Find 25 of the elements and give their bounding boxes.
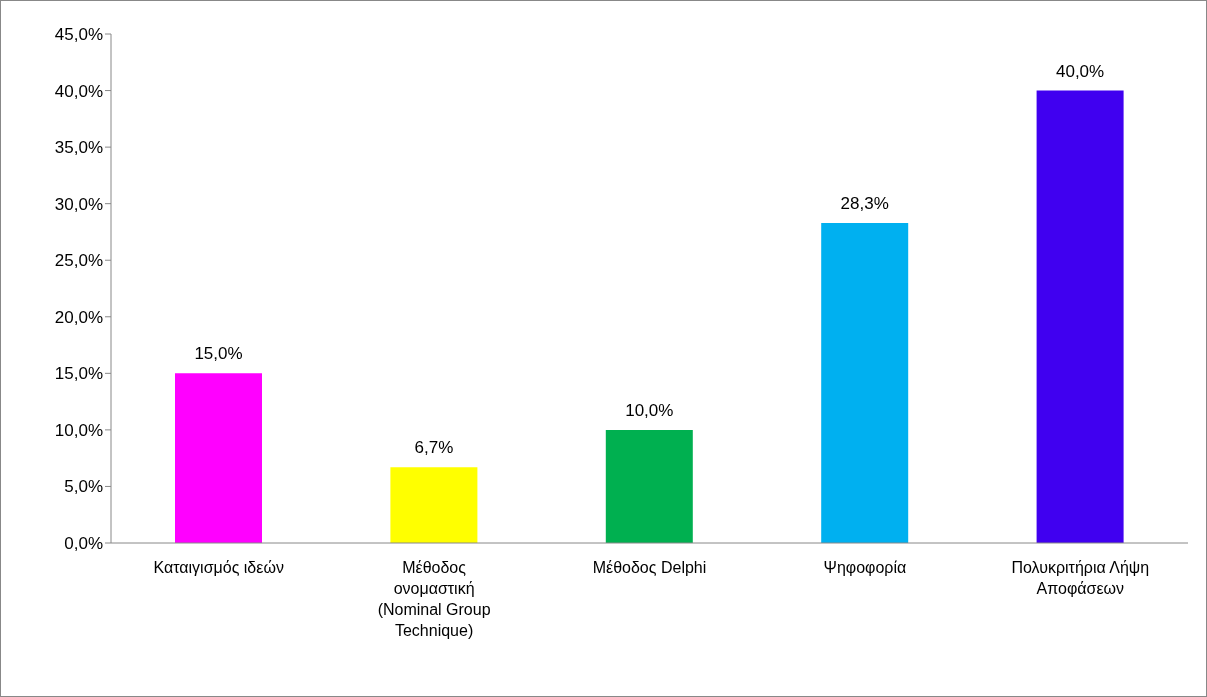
y-tick-label: 25,0% (54, 251, 103, 271)
y-tick-label: 35,0% (54, 138, 103, 158)
y-tick-label: 5,0% (64, 477, 103, 497)
x-tick-label: Μέθοδος ονομαστική (Nominal Group Technique) (377, 559, 491, 639)
y-tick-label: 10,0% (54, 420, 103, 440)
bar (390, 467, 478, 543)
x-tick-label: Πολυκριτήρια Λήψη Αποφάσεων (1011, 559, 1150, 597)
data-label: 15,0% (194, 344, 243, 364)
x-tick-label: Μέθοδος Delphi (592, 559, 707, 576)
bar (821, 222, 909, 543)
bar (605, 429, 693, 543)
bar (175, 373, 262, 543)
y-tick-label: 0,0% (64, 534, 103, 554)
data-label: 40,0% (1056, 61, 1105, 81)
data-label: 10,0% (625, 400, 674, 420)
y-tick-label: 20,0% (54, 307, 103, 327)
data-label: 28,3% (840, 193, 889, 213)
x-tick-label: Καταιγισμός ιδεών (153, 559, 284, 576)
y-tick-label: 45,0% (54, 25, 103, 45)
y-tick-label: 40,0% (54, 81, 103, 101)
bar (1036, 90, 1124, 543)
x-tick-label: Ψηφοφορία (823, 559, 907, 576)
data-label: 6,7% (414, 438, 454, 458)
y-tick-label: 15,0% (54, 364, 103, 384)
y-tick-label: 30,0% (54, 194, 103, 214)
